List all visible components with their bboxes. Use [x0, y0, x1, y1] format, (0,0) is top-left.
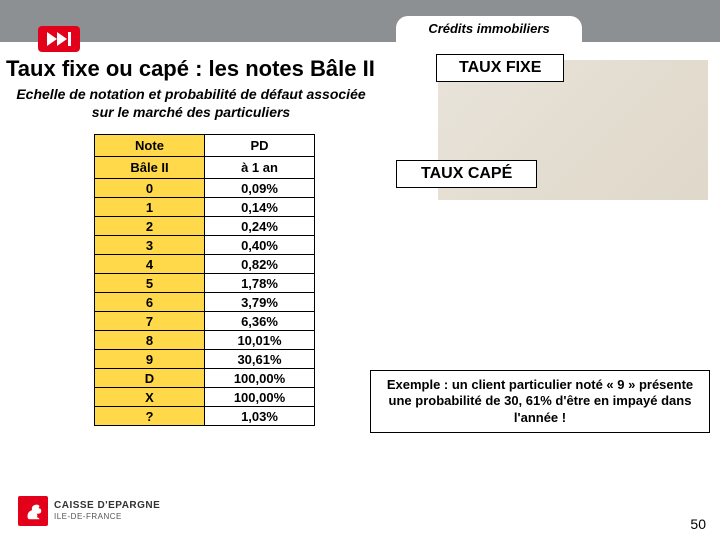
cell-note: 2	[95, 217, 205, 236]
table-row: 30,40%	[95, 236, 315, 255]
table-row: 63,79%	[95, 293, 315, 312]
example-note: Exemple : un client particulier noté « 9…	[370, 370, 710, 433]
ratings-table: Note PD Bâle II à 1 an 00,09%10,14%20,24…	[94, 134, 315, 426]
cell-note: 5	[95, 274, 205, 293]
cell-note: 8	[95, 331, 205, 350]
label-taux-fixe: TAUX FIXE	[436, 54, 564, 82]
table-row: 20,24%	[95, 217, 315, 236]
th-note-l1: Note	[95, 135, 205, 157]
cell-note: D	[95, 369, 205, 388]
table-row: D100,00%	[95, 369, 315, 388]
th-pd-l2: à 1 an	[205, 157, 315, 179]
page-number: 50	[690, 516, 706, 532]
table-row: 40,82%	[95, 255, 315, 274]
table-row: 51,78%	[95, 274, 315, 293]
cell-note: 6	[95, 293, 205, 312]
table-row: 930,61%	[95, 350, 315, 369]
forward-icon	[38, 26, 80, 52]
cell-pd: 6,36%	[205, 312, 315, 331]
cell-pd: 100,00%	[205, 388, 315, 407]
cell-pd: 0,09%	[205, 179, 315, 198]
table-row: 76,36%	[95, 312, 315, 331]
squirrel-icon	[18, 496, 48, 526]
table-row: ?1,03%	[95, 407, 315, 426]
cell-pd: 100,00%	[205, 369, 315, 388]
footer-logo: CAISSE D'EPARGNE ILE-DE-FRANCE	[18, 496, 160, 526]
cell-pd: 0,40%	[205, 236, 315, 255]
table-row: 10,14%	[95, 198, 315, 217]
top-bar	[0, 0, 720, 42]
cell-pd: 0,14%	[205, 198, 315, 217]
cell-note: 0	[95, 179, 205, 198]
cell-pd: 30,61%	[205, 350, 315, 369]
cell-note: 9	[95, 350, 205, 369]
page-title: Taux fixe ou capé : les notes Bâle II	[6, 56, 375, 82]
cell-note: 1	[95, 198, 205, 217]
table-row: X100,00%	[95, 388, 315, 407]
cell-pd: 10,01%	[205, 331, 315, 350]
table-row: 00,09%	[95, 179, 315, 198]
footer-brand: CAISSE D'EPARGNE	[54, 501, 160, 511]
cell-note: 3	[95, 236, 205, 255]
cell-pd: 0,24%	[205, 217, 315, 236]
cell-pd: 1,78%	[205, 274, 315, 293]
label-taux-cape: TAUX CAPÉ	[396, 160, 537, 188]
th-note-l2: Bâle II	[95, 157, 205, 179]
header-tab: Crédits immobiliers	[396, 16, 582, 42]
footer-region: ILE-DE-FRANCE	[54, 513, 160, 521]
cell-pd: 3,79%	[205, 293, 315, 312]
page-subtitle: Echelle de notation et probabilité de dé…	[6, 86, 376, 121]
cell-pd: 1,03%	[205, 407, 315, 426]
table-row: 810,01%	[95, 331, 315, 350]
cell-note: 7	[95, 312, 205, 331]
cell-note: X	[95, 388, 205, 407]
ratings-tbody: 00,09%10,14%20,24%30,40%40,82%51,78%63,7…	[95, 179, 315, 426]
cell-pd: 0,82%	[205, 255, 315, 274]
cell-note: ?	[95, 407, 205, 426]
th-pd-l1: PD	[205, 135, 315, 157]
cell-note: 4	[95, 255, 205, 274]
